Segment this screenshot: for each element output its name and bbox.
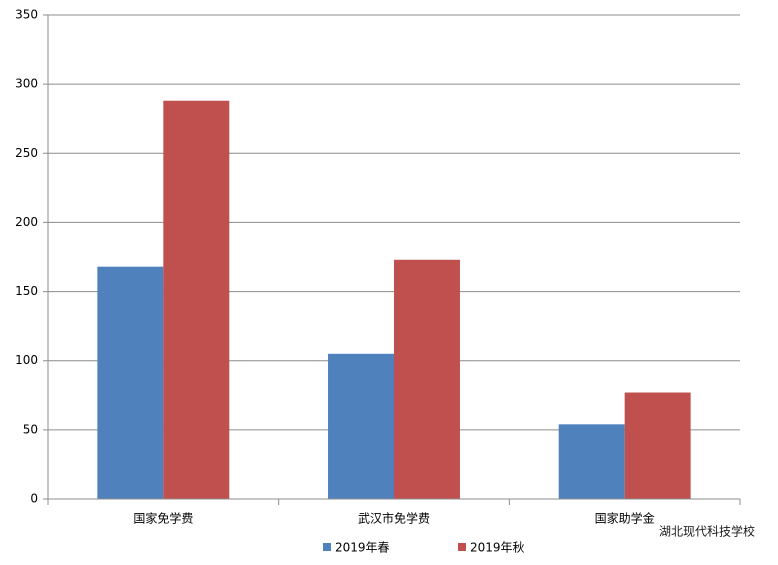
y-tick-label: 50 <box>23 422 38 436</box>
x-tick-label: 武汉市免学费 <box>358 511 430 526</box>
watermark: 湖北现代科技学校 <box>659 524 755 539</box>
y-tick-label: 100 <box>15 353 38 367</box>
y-tick-label: 300 <box>15 77 38 91</box>
legend-swatch <box>323 543 331 551</box>
bar <box>394 259 460 499</box>
bar <box>624 392 691 499</box>
bar <box>328 353 394 499</box>
y-tick-label: 350 <box>15 8 38 22</box>
legend-swatch <box>458 543 466 551</box>
bar <box>97 266 164 499</box>
x-tick-label: 国家免学费 <box>133 511 193 526</box>
y-tick-label: 250 <box>15 146 38 160</box>
y-tick-label: 150 <box>15 284 38 298</box>
legend-label: 2019年春 <box>335 541 390 555</box>
bar <box>558 424 625 499</box>
bar <box>163 100 230 499</box>
x-tick-label: 国家助学金 <box>595 511 655 526</box>
y-tick-label: 200 <box>15 215 38 229</box>
y-tick-label: 0 <box>30 492 38 506</box>
legend-label: 2019年秋 <box>470 541 525 555</box>
